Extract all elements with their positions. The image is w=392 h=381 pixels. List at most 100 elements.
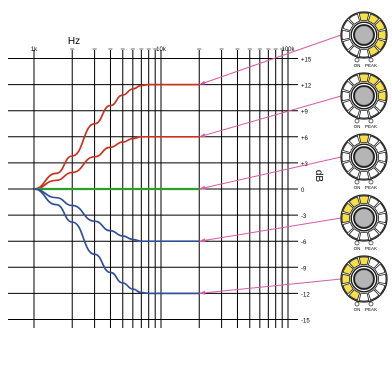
peak-label: PEAK bbox=[365, 185, 377, 190]
knob-led-segment bbox=[374, 263, 386, 276]
knob-led-segment bbox=[342, 80, 354, 93]
x-tick-label: 100k bbox=[281, 47, 295, 53]
y-tick-label: 0 bbox=[301, 188, 305, 194]
eq-curve bbox=[33, 83, 200, 190]
y-tick-label: -15 bbox=[301, 319, 310, 325]
knob-highlight-ring bbox=[351, 205, 377, 231]
knob-led-segment bbox=[348, 74, 361, 86]
knob-led-segment bbox=[374, 202, 386, 215]
knob-highlight-ring bbox=[351, 22, 377, 48]
knob-led-segment bbox=[341, 151, 351, 163]
eq-curve bbox=[33, 135, 200, 190]
curves bbox=[33, 83, 200, 295]
peak-label: PEAK bbox=[365, 307, 377, 312]
knob-led-segment bbox=[358, 170, 370, 180]
y-tick-label: +6 bbox=[301, 136, 309, 142]
connector-arrow bbox=[199, 290, 206, 295]
knob-led-segment bbox=[342, 19, 354, 32]
x-axis-title: Hz bbox=[68, 36, 80, 47]
peak-label: PEAK bbox=[365, 63, 377, 68]
gain-knob[interactable]: ON PEAK bbox=[340, 72, 388, 129]
knob-led-segment bbox=[377, 151, 387, 163]
knob-led-segment bbox=[367, 13, 380, 25]
knob-connector-line bbox=[199, 278, 342, 294]
knob-led-segment bbox=[377, 212, 387, 224]
eq-curve bbox=[33, 188, 200, 295]
knob-led-segment bbox=[348, 167, 361, 179]
knob-cap bbox=[354, 208, 374, 228]
knob-led-segment bbox=[341, 273, 351, 285]
knob-led-segment bbox=[348, 106, 361, 118]
knob-connector-line bbox=[199, 34, 342, 86]
peak-led bbox=[368, 179, 374, 185]
knob-led-segment bbox=[374, 99, 386, 112]
knob-led-segment bbox=[374, 282, 386, 295]
on-led bbox=[354, 118, 360, 124]
knob-led-segment bbox=[358, 73, 370, 83]
knob-led-segment bbox=[358, 292, 370, 302]
knob-led-segment bbox=[342, 141, 354, 154]
knob-led-segment bbox=[358, 109, 370, 119]
knob-led-segment bbox=[348, 45, 361, 57]
knob-connector-line bbox=[199, 217, 342, 242]
connector-arrow bbox=[199, 80, 206, 85]
on-led bbox=[354, 301, 360, 307]
connector-arrow bbox=[199, 133, 206, 138]
knob-led-segment bbox=[367, 167, 380, 179]
knob-led-segment bbox=[358, 48, 370, 58]
on-label: ON bbox=[354, 307, 361, 312]
knob-cap bbox=[354, 147, 374, 167]
knob-led-segment bbox=[377, 273, 387, 285]
y-tick-label: -6 bbox=[301, 240, 307, 246]
knob-led-segment bbox=[342, 99, 354, 112]
knob-led-segment bbox=[342, 38, 354, 51]
knob-led-segment bbox=[374, 38, 386, 51]
knob-led-segment bbox=[374, 160, 386, 173]
knob-led-segment bbox=[348, 135, 361, 147]
knob-led-segment bbox=[374, 19, 386, 32]
knob-cap bbox=[354, 25, 374, 45]
knob-led-segment bbox=[374, 221, 386, 234]
knob-led-segment bbox=[367, 106, 380, 118]
knob-led-segment bbox=[377, 29, 387, 41]
knob-led-segment bbox=[367, 135, 380, 147]
gain-knob[interactable]: ON PEAK bbox=[340, 194, 388, 251]
knob-cap bbox=[354, 269, 374, 289]
knob-connector-line bbox=[199, 156, 342, 190]
x-tick-label: 1k bbox=[31, 47, 38, 53]
knob-led-segment bbox=[342, 263, 354, 276]
knob-led-segment bbox=[342, 160, 354, 173]
knob-led-segment bbox=[342, 202, 354, 215]
peak-label: PEAK bbox=[365, 246, 377, 251]
knobs: ON PEAK ON PEAK ON PEAK ON PEAK ON PEAK bbox=[340, 11, 388, 312]
gain-knob[interactable]: ON PEAK bbox=[340, 255, 388, 312]
knob-led-segment bbox=[367, 228, 380, 240]
knob-led-segment bbox=[367, 45, 380, 57]
knob-led-segment bbox=[348, 228, 361, 240]
connector-arrow bbox=[199, 238, 206, 243]
peak-led bbox=[368, 301, 374, 307]
gain-knob[interactable]: ON PEAK bbox=[340, 11, 388, 68]
knob-led-segment bbox=[341, 29, 351, 41]
y-tick-label: -3 bbox=[301, 214, 307, 220]
gain-knob[interactable]: ON PEAK bbox=[340, 133, 388, 190]
peak-led bbox=[368, 118, 374, 124]
x-tick-label: 10k bbox=[156, 47, 167, 53]
eq-curve bbox=[33, 188, 200, 243]
knob-led-segment bbox=[348, 196, 361, 208]
knob-highlight-ring bbox=[351, 83, 377, 109]
knob-highlight-ring bbox=[351, 266, 377, 292]
y-axis-title: dB bbox=[313, 170, 324, 183]
knob-highlight-ring bbox=[351, 144, 377, 170]
knob-led-segment bbox=[358, 12, 370, 22]
peak-label: PEAK bbox=[365, 124, 377, 129]
knob-led-segment bbox=[358, 256, 370, 266]
knob-led-segment bbox=[367, 257, 380, 269]
y-tick-label: -9 bbox=[301, 266, 307, 272]
knob-led-segment bbox=[374, 80, 386, 93]
y-tick-label: +12 bbox=[301, 84, 312, 90]
on-label: ON bbox=[354, 246, 361, 251]
